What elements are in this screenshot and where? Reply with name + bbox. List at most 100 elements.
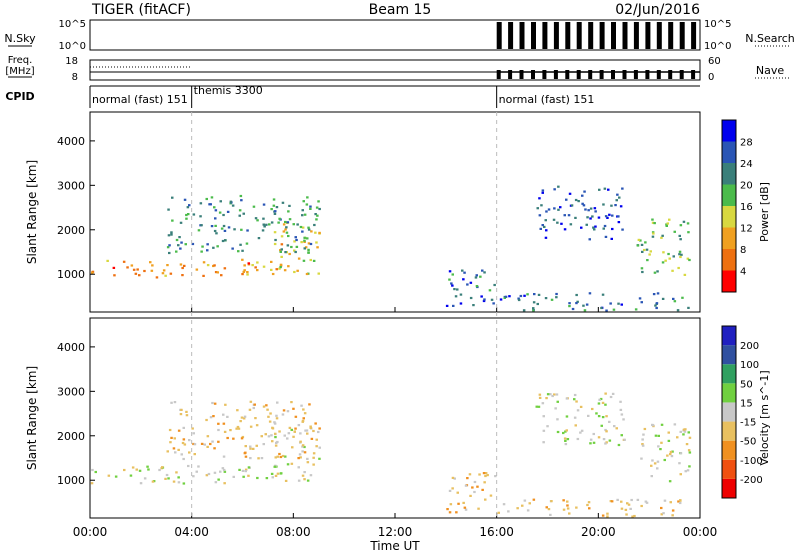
echo-cell	[262, 443, 265, 446]
echo-cell	[301, 230, 304, 233]
echo-cell	[581, 194, 584, 197]
echo-cell	[453, 477, 456, 480]
echo-cell	[665, 224, 668, 227]
echo-cell	[562, 431, 565, 435]
echo-cell	[268, 420, 272, 423]
power-cells	[91, 185, 691, 312]
echo-cell	[582, 304, 585, 307]
echo-cell	[563, 214, 566, 217]
echo-cell	[231, 204, 235, 207]
echo-cell	[219, 470, 222, 473]
nsky-label: N.Sky	[4, 32, 36, 45]
echo-cell	[214, 481, 218, 484]
echo-cell	[251, 264, 254, 267]
echo-cell	[620, 434, 623, 437]
echo-cell	[303, 451, 307, 454]
velocity-colorbar: 200 100 50 15 -15 -50 -100 -200	[721, 325, 763, 499]
echo-cell	[614, 204, 617, 207]
echo-cell	[206, 445, 209, 448]
echo-cell	[266, 408, 269, 411]
echo-cell	[273, 422, 277, 425]
echo-cell	[645, 248, 649, 251]
echo-cell	[217, 440, 220, 443]
echo-cell	[314, 422, 317, 425]
echo-cell	[536, 302, 539, 306]
colorbar-tick-label: -100	[740, 456, 763, 467]
echo-cell	[292, 435, 295, 438]
echo-cell	[265, 477, 269, 480]
echo-cell	[177, 244, 180, 247]
echo-cell	[297, 257, 301, 260]
echo-cell	[271, 476, 274, 479]
echo-cell	[199, 215, 202, 218]
echo-cell	[656, 292, 660, 295]
echo-cell	[651, 231, 655, 234]
echo-cell	[549, 513, 552, 516]
echo-cell	[655, 302, 659, 305]
echo-cell	[309, 242, 313, 246]
echo-cell	[668, 218, 671, 221]
echo-cell	[617, 221, 621, 224]
echo-cell	[202, 261, 206, 264]
echo-cell	[222, 422, 226, 425]
echo-cell	[661, 261, 665, 264]
echo-cell	[213, 471, 217, 474]
echo-cell	[617, 443, 621, 447]
echo-cell	[586, 503, 589, 507]
echo-cell	[490, 298, 494, 301]
echo-cell	[669, 450, 673, 454]
echo-cell	[302, 417, 305, 420]
echo-cell	[299, 225, 303, 229]
y-tick-label: 3000	[57, 179, 85, 192]
echo-cell	[177, 448, 180, 451]
echo-cell	[254, 266, 257, 269]
x-tick-label: 16:00	[479, 525, 514, 539]
echo-cell	[188, 204, 191, 207]
echo-cell	[267, 435, 271, 438]
colorbar-tick-label: -50	[740, 437, 756, 448]
echo-cell	[684, 470, 687, 473]
echo-cell	[549, 393, 552, 396]
echo-cell	[620, 303, 623, 306]
echo-cell	[641, 270, 644, 274]
echo-cell	[222, 213, 225, 217]
echo-cell	[655, 306, 658, 310]
echo-cell	[308, 403, 311, 406]
echo-cell	[240, 228, 243, 231]
echo-cell	[652, 293, 656, 296]
echo-cell	[483, 481, 486, 484]
echo-cell	[210, 225, 214, 228]
echo-cell	[164, 274, 167, 277]
echo-cell	[468, 473, 472, 476]
echo-cell	[299, 432, 302, 435]
echo-cell	[186, 206, 190, 209]
echo-cell	[660, 236, 663, 239]
echo-cell	[123, 468, 126, 472]
echo-cell	[262, 223, 265, 226]
echo-cell	[168, 428, 172, 432]
echo-cell	[295, 238, 298, 242]
echo-cell	[659, 448, 662, 451]
echo-cell	[270, 208, 273, 211]
echo-cell	[448, 278, 451, 281]
echo-cell	[238, 468, 241, 471]
echo-cell	[182, 457, 185, 461]
echo-cell	[229, 200, 233, 203]
echo-cell	[206, 243, 209, 246]
echo-cell	[613, 425, 616, 428]
echo-cell	[286, 410, 290, 413]
echo-cell	[603, 224, 607, 228]
echo-cell	[149, 261, 152, 264]
echo-cell	[654, 304, 657, 307]
echo-cell	[252, 447, 255, 450]
noise-tick-top-right: 10^5	[704, 19, 731, 30]
echo-cell	[648, 253, 651, 256]
y-tick-label: 1000	[57, 474, 85, 487]
echo-cell	[281, 454, 285, 458]
echo-cell	[556, 400, 559, 403]
echo-cell	[502, 503, 506, 506]
echo-cell	[302, 259, 306, 262]
echo-cell	[284, 479, 288, 482]
echo-cell	[135, 468, 138, 471]
echo-cell	[263, 225, 266, 228]
